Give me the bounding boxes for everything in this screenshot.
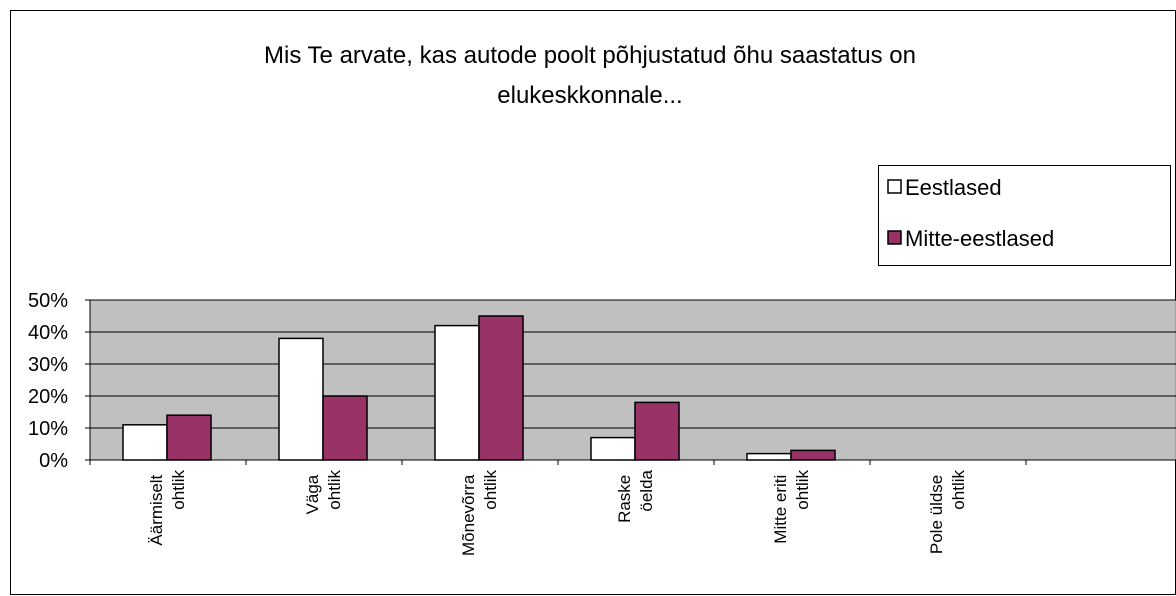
bar <box>634 401 680 461</box>
plot-area <box>89 299 1176 461</box>
x-tick-label: Mõnevõrra ohtlik <box>459 470 500 556</box>
bar <box>590 436 636 461</box>
x-tick-label-line: Mõnevõrra <box>459 470 478 556</box>
bar <box>478 315 524 461</box>
x-tick-label-line: Äärmiselt <box>147 470 166 546</box>
x-tick-label: Mitte eriti ohtlik <box>771 470 812 544</box>
x-tick-label-line: öelda <box>637 469 656 511</box>
x-tick-label-line: Pole üldse <box>927 470 946 554</box>
x-tick-label-line: Väga <box>303 470 322 514</box>
bar <box>278 337 324 461</box>
legend-label: Mitte-eestlased <box>905 226 1054 251</box>
bar <box>122 424 168 461</box>
bar <box>746 452 792 461</box>
x-tick-label-line: Raske <box>615 470 634 523</box>
legend-swatch <box>887 230 902 245</box>
x-tick-label: Äärmiselt ohtlik <box>147 470 188 546</box>
x-tick-label-line: ohtlik <box>325 470 344 510</box>
x-tick-label-line: ohtlik <box>169 470 188 510</box>
x-tick-label: Raske öelda <box>615 469 656 522</box>
bar <box>322 395 368 461</box>
y-tick-label: 40% <box>28 322 68 344</box>
x-tick-label: Pole üldse ohtlik <box>927 470 968 555</box>
y-tick-label: 20% <box>28 386 68 408</box>
x-tick-label-line: ohtlik <box>949 470 968 510</box>
legend-label: Eestlased <box>905 175 1002 200</box>
y-tick-label: 50% <box>28 290 68 312</box>
chart-title: Mis Te arvate, kas autode poolt põhjusta… <box>264 42 916 109</box>
x-tick-label-line: ohtlik <box>793 470 812 510</box>
legend-swatch <box>887 179 902 194</box>
bar <box>434 324 480 461</box>
x-tick-label: Väga ohtlik <box>303 470 344 515</box>
bar <box>166 414 212 461</box>
legend-box <box>878 165 1171 266</box>
y-tick-label: 0% <box>39 450 68 472</box>
y-tick-label: 10% <box>28 418 68 440</box>
x-tick-label-line: ohtlik <box>481 470 500 510</box>
bar <box>790 449 836 461</box>
x-tick-label-line: Mitte eriti <box>771 470 790 544</box>
y-tick-label: 30% <box>28 354 68 376</box>
